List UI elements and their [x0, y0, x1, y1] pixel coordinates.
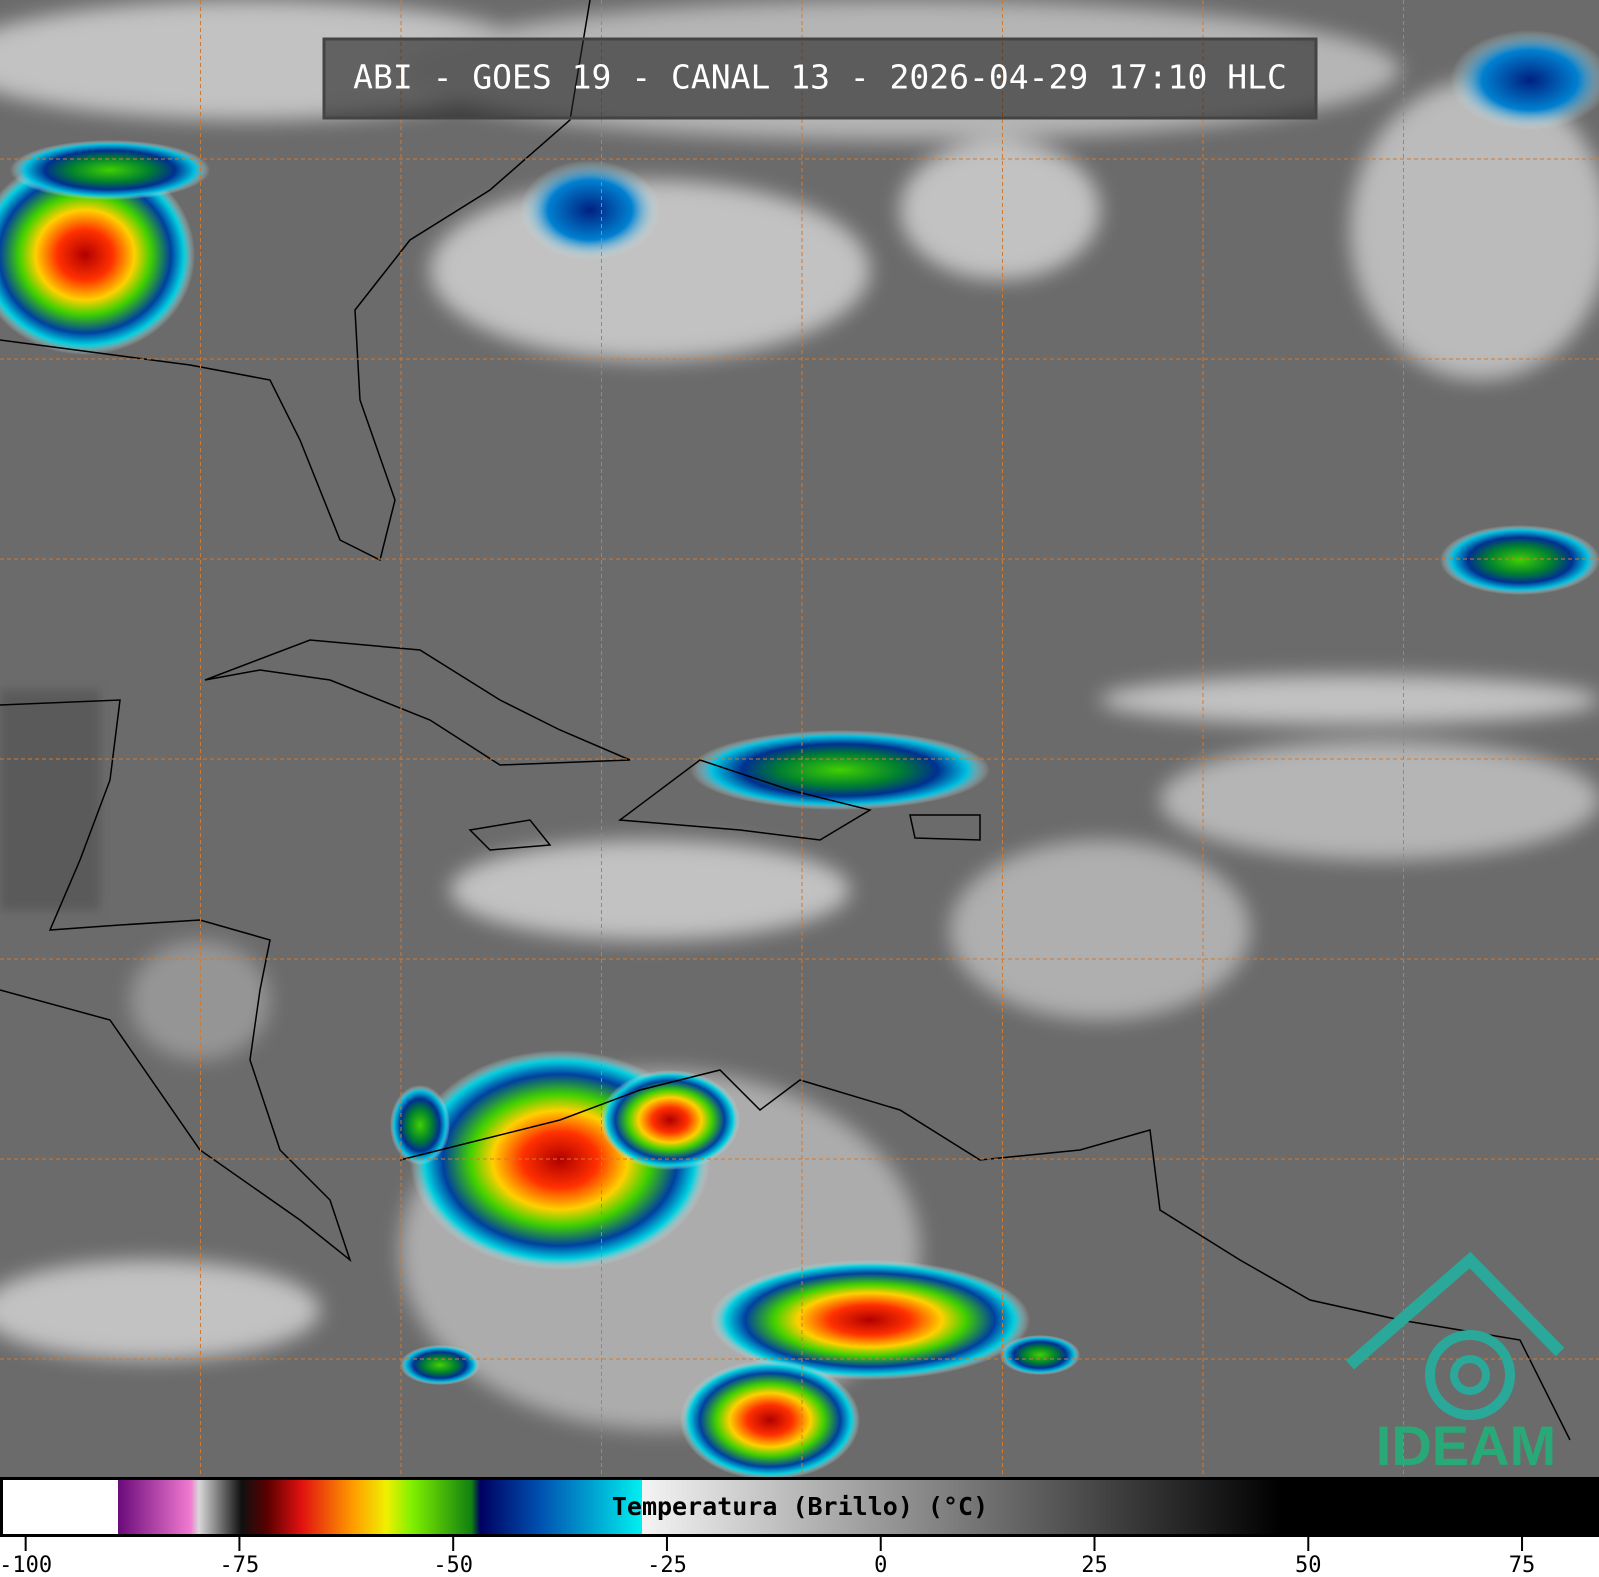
colorbar-tick-label: 25 [1081, 1553, 1108, 1577]
colorbar-label: Temperatura (Brillo) (°C) [612, 1492, 988, 1521]
coastlines [0, 0, 1571, 1441]
tick-area [0, 1537, 1599, 1577]
colorbar-tick-label: 0 [874, 1553, 887, 1577]
colorbar-tick-label: -50 [433, 1553, 473, 1577]
title-box [322, 37, 1318, 120]
colorbar-tick-label: 50 [1295, 1553, 1322, 1577]
land-shade [0, 690, 100, 910]
logo: IDEAM [1346, 1251, 1565, 1477]
lat-lon-grid [0, 0, 1599, 1478]
map: IDEAM ABI - GOES 19 - CANAL 13 - 2026-04… [0, 0, 1599, 1480]
colorbar-tick-label: -75 [220, 1553, 260, 1577]
logo-text: IDEAM [1376, 1414, 1556, 1477]
colorbar-tick-label: -100 [0, 1553, 52, 1577]
logo-swirl [1425, 1330, 1515, 1420]
logo-roof [1346, 1251, 1565, 1370]
title: ABI - GOES 19 - CANAL 13 - 2026-04-29 17… [353, 58, 1287, 97]
convective-cells [0, 30, 1599, 1480]
colorbar-gradient [3, 1480, 1596, 1534]
colorbar-tick-label: -25 [647, 1553, 687, 1577]
colorbar: Temperatura (Brillo) (°C) -100 -75 -50 -25 0… [0, 1477, 1599, 1577]
logo-swirl-inner [1450, 1355, 1490, 1395]
colorbar-tick-label: 75 [1509, 1553, 1536, 1577]
